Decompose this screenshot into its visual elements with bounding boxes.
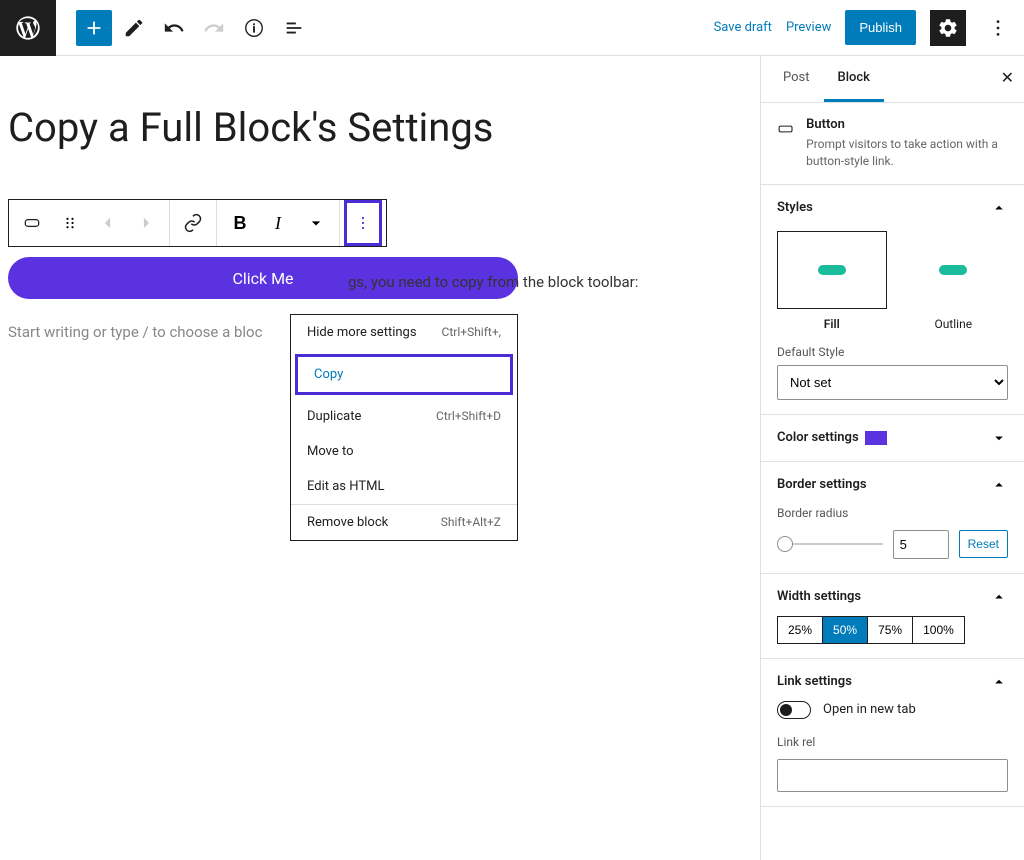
styles-toggle[interactable]: Styles xyxy=(777,199,1008,217)
color-toggle[interactable]: Color settings xyxy=(777,429,1008,447)
undo-button[interactable] xyxy=(156,10,192,46)
tab-post[interactable]: Post xyxy=(769,56,824,102)
link-rel-label: Link rel xyxy=(777,735,1008,749)
link-toggle[interactable]: Link settings xyxy=(777,673,1008,691)
wordpress-logo[interactable] xyxy=(0,0,56,56)
border-radius-reset[interactable]: Reset xyxy=(959,530,1008,558)
color-swatch xyxy=(865,431,887,445)
link-rel-input[interactable] xyxy=(777,759,1008,792)
width-25[interactable]: 25% xyxy=(778,617,823,643)
link-panel: Link settings Open in new tab Link rel xyxy=(761,659,1024,807)
style-fill[interactable]: Fill xyxy=(777,231,887,331)
open-new-tab-label: Open in new tab xyxy=(823,702,916,717)
width-panel: Width settings 25% 50% 75% 100% xyxy=(761,574,1024,659)
top-toolbar: Save draft Preview Publish xyxy=(0,0,1024,56)
more-format-button[interactable] xyxy=(297,200,335,246)
redo-button[interactable] xyxy=(196,10,232,46)
sidebar-tabs: Post Block ✕ xyxy=(761,56,1024,103)
preview-link[interactable]: Preview xyxy=(786,20,831,35)
block-type-desc: Prompt visitors to take action with a bu… xyxy=(806,136,1008,170)
border-panel: Border settings Border radius Reset xyxy=(761,462,1024,574)
post-title[interactable]: Copy a Full Block's Settings xyxy=(8,104,760,151)
paragraph-text: gs, you need to copy from the block tool… xyxy=(348,273,638,291)
edit-mode-button[interactable] xyxy=(116,10,152,46)
editor-canvas: Copy a Full Block's Settings B I xyxy=(0,56,760,860)
menu-duplicate[interactable]: DuplicateCtrl+Shift+D xyxy=(291,399,517,434)
open-new-tab-toggle[interactable] xyxy=(777,701,811,719)
width-toggle[interactable]: Width settings xyxy=(777,588,1008,606)
color-panel: Color settings xyxy=(761,415,1024,462)
link-button[interactable] xyxy=(174,200,212,246)
tab-block[interactable]: Block xyxy=(824,56,884,102)
move-left-button[interactable] xyxy=(89,200,127,246)
italic-button[interactable]: I xyxy=(259,200,297,246)
width-button-group: 25% 50% 75% 100% xyxy=(777,616,965,644)
menu-hide-settings[interactable]: Hide more settingsCtrl+Shift+, xyxy=(291,315,517,350)
width-100[interactable]: 100% xyxy=(913,617,964,643)
save-draft-link[interactable]: Save draft xyxy=(714,20,772,35)
outline-button[interactable] xyxy=(276,10,312,46)
add-block-button[interactable] xyxy=(76,10,112,46)
more-options-button[interactable] xyxy=(980,10,1016,46)
block-toolbar: B I xyxy=(8,199,387,247)
publish-button[interactable]: Publish xyxy=(845,10,916,45)
move-right-button[interactable] xyxy=(127,200,165,246)
menu-move-to[interactable]: Move to xyxy=(291,434,517,469)
menu-remove-block[interactable]: Remove blockShift+Alt+Z xyxy=(291,505,517,540)
border-radius-label: Border radius xyxy=(777,506,1008,520)
block-type-button[interactable] xyxy=(13,200,51,246)
styles-panel: Styles Fill Outline Default Style Not se… xyxy=(761,185,1024,415)
width-50[interactable]: 50% xyxy=(823,617,868,643)
style-outline[interactable]: Outline xyxy=(899,231,1009,331)
default-style-select[interactable]: Not set xyxy=(777,365,1008,400)
block-more-menu-button[interactable] xyxy=(344,200,382,246)
default-style-label: Default Style xyxy=(777,345,1008,359)
menu-edit-html[interactable]: Edit as HTML xyxy=(291,469,517,504)
border-radius-input[interactable] xyxy=(893,530,949,559)
drag-handle[interactable] xyxy=(51,200,89,246)
settings-sidebar: Post Block ✕ Button Prompt visitors to t… xyxy=(760,56,1024,860)
settings-gear-button[interactable] xyxy=(930,10,966,46)
button-block-icon xyxy=(777,117,794,141)
block-type-title: Button xyxy=(806,117,1008,132)
border-toggle[interactable]: Border settings xyxy=(777,476,1008,494)
info-button[interactable] xyxy=(236,10,272,46)
bold-button[interactable]: B xyxy=(221,200,259,246)
border-radius-slider[interactable] xyxy=(777,534,883,554)
menu-copy[interactable]: Copy xyxy=(295,354,513,395)
close-sidebar-button[interactable]: ✕ xyxy=(1001,68,1014,87)
block-info-panel: Button Prompt visitors to take action wi… xyxy=(761,103,1024,185)
block-options-dropdown: Hide more settingsCtrl+Shift+, Copy Dupl… xyxy=(290,314,518,541)
width-75[interactable]: 75% xyxy=(868,617,913,643)
